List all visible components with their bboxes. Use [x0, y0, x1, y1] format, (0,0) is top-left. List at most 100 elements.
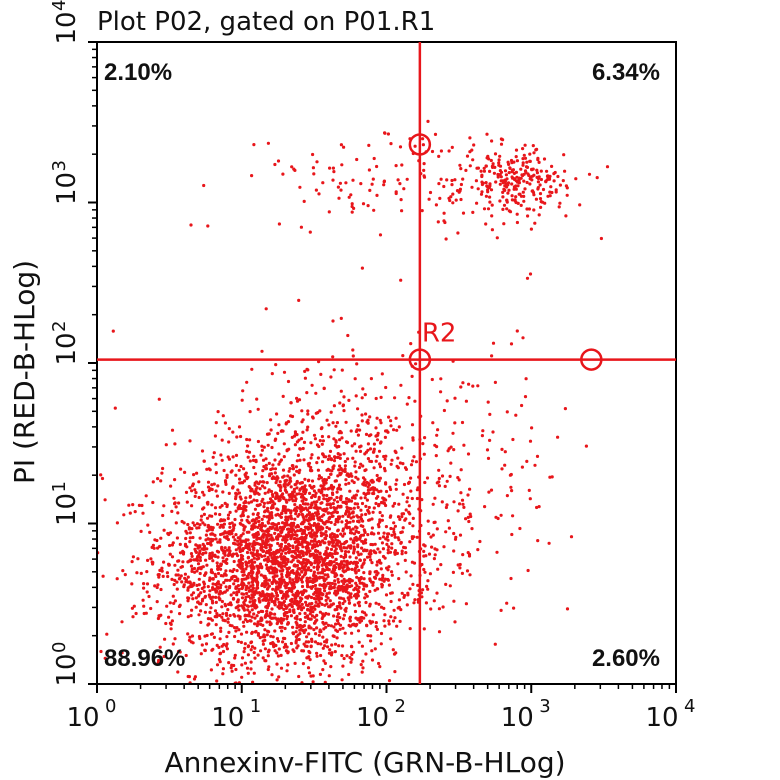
- data-point: [456, 563, 460, 567]
- data-point: [188, 531, 192, 535]
- data-point: [325, 592, 329, 596]
- data-point: [445, 503, 449, 507]
- data-point: [247, 501, 251, 505]
- data-point: [234, 463, 238, 468]
- data-point: [395, 624, 399, 628]
- data-point: [393, 616, 397, 620]
- quadrant-lower-right-percent: 2.60%: [592, 645, 660, 672]
- data-point: [348, 555, 352, 559]
- data-point: [345, 497, 349, 501]
- data-point: [308, 658, 312, 662]
- data-point: [488, 438, 492, 442]
- data-point: [395, 428, 399, 432]
- data-point: [234, 667, 238, 672]
- data-point: [281, 568, 285, 572]
- data-point: [287, 493, 291, 497]
- data-point: [277, 675, 281, 679]
- data-point: [181, 549, 185, 554]
- data-point: [537, 160, 541, 164]
- data-point: [301, 499, 305, 503]
- data-point: [487, 490, 491, 494]
- data-point: [337, 601, 342, 605]
- data-point: [381, 496, 385, 500]
- data-point: [240, 592, 244, 596]
- x-tick-label-base: 10: [356, 703, 389, 733]
- data-point: [324, 552, 328, 557]
- data-point: [427, 552, 432, 556]
- data-point: [286, 379, 291, 384]
- data-point: [574, 177, 578, 181]
- data-point: [383, 435, 387, 439]
- data-point: [421, 442, 425, 446]
- data-point: [189, 614, 193, 618]
- data-point: [306, 425, 310, 429]
- data-point: [259, 527, 263, 531]
- data-point: [185, 500, 189, 504]
- data-point: [361, 562, 365, 566]
- data-point: [271, 594, 275, 598]
- data-point: [331, 544, 335, 548]
- data-point: [300, 602, 304, 607]
- gate-handle[interactable]: [408, 348, 432, 371]
- data-point: [266, 650, 270, 654]
- data-point: [431, 502, 435, 506]
- data-point: [274, 481, 278, 485]
- data-point: [375, 193, 379, 197]
- data-point: [235, 577, 240, 581]
- data-point: [209, 568, 214, 572]
- data-point: [259, 544, 263, 548]
- data-point: [434, 454, 438, 458]
- data-point: [174, 505, 178, 509]
- data-point: [175, 587, 179, 591]
- data-point: [364, 613, 368, 617]
- data-point: [305, 583, 310, 588]
- data-point: [221, 672, 225, 676]
- data-point: [345, 505, 349, 509]
- data-point: [214, 595, 218, 600]
- data-point: [212, 482, 216, 486]
- data-point: [427, 197, 431, 201]
- data-point: [305, 428, 309, 432]
- data-point: [280, 581, 284, 586]
- data-point: [525, 160, 529, 164]
- data-point: [360, 546, 364, 550]
- data-point: [447, 149, 451, 153]
- gate-handle[interactable]: [580, 348, 603, 371]
- data-point: [435, 433, 439, 437]
- data-point: [219, 583, 223, 587]
- quadrant-gate[interactable]: R2: [97, 42, 676, 684]
- data-point: [201, 597, 205, 602]
- data-point: [459, 167, 463, 171]
- data-point: [113, 406, 117, 410]
- data-point: [351, 650, 356, 654]
- gate-handle[interactable]: [408, 133, 432, 156]
- data-point: [452, 531, 456, 536]
- data-point: [273, 531, 277, 536]
- data-point: [190, 608, 194, 612]
- data-point: [253, 519, 257, 523]
- data-point: [247, 614, 251, 618]
- data-point: [180, 519, 184, 524]
- data-point: [291, 499, 295, 503]
- data-point: [307, 624, 311, 628]
- data-point: [208, 541, 212, 545]
- data-point: [212, 451, 216, 455]
- data-point: [327, 542, 331, 546]
- data-point: [324, 537, 328, 541]
- data-point: [193, 675, 197, 679]
- data-point: [217, 657, 221, 662]
- data-point: [234, 497, 238, 501]
- data-point: [228, 623, 232, 628]
- data-point: [339, 542, 343, 546]
- data-point: [347, 567, 351, 571]
- data-point: [367, 518, 371, 522]
- data-point: [298, 504, 302, 508]
- data-point: [286, 663, 290, 667]
- data-point: [387, 415, 391, 419]
- data-point: [342, 577, 346, 581]
- data-point: [377, 449, 382, 453]
- data-point: [316, 571, 320, 575]
- data-point: [167, 562, 171, 566]
- data-point: [99, 473, 103, 477]
- data-point: [258, 487, 262, 491]
